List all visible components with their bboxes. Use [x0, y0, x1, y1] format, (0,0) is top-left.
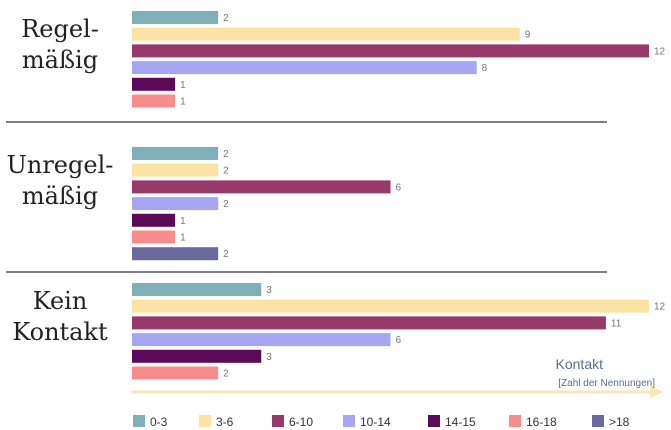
legend-label: >18	[609, 415, 630, 429]
bar-value-label: 2	[223, 199, 229, 210]
bar-group: Kein Kontakt 3 12 11 6 3 2	[12, 283, 666, 380]
bar	[132, 349, 262, 363]
bar-value-label: 11	[611, 318, 622, 329]
bar	[132, 247, 219, 261]
bar	[132, 180, 391, 194]
group-label-line: Unregel-	[7, 151, 114, 179]
legend-label: 3-6	[216, 415, 234, 429]
legend-swatch	[343, 415, 355, 427]
bar-value-label: 2	[223, 166, 229, 177]
bar-value-label: 3	[266, 285, 272, 296]
bar	[132, 316, 606, 330]
bar-value-label: 2	[223, 369, 229, 380]
legend: 0-3 3-6 6-10 10-14 14-15 16-18 >18	[133, 415, 630, 429]
bar-value-label: 2	[223, 13, 229, 24]
bar	[132, 299, 649, 313]
legend-item: >18	[592, 415, 630, 429]
bar-group: Unregel-mäßig 2 2 6 2 1 1 2	[7, 147, 402, 261]
legend-swatch	[509, 415, 521, 427]
bar	[132, 27, 520, 41]
bar-value-label: 1	[180, 80, 186, 91]
bar	[132, 44, 649, 58]
bar-value-label: 9	[525, 30, 531, 41]
bar-value-label: 1	[180, 233, 186, 244]
bar-group: Regel-mäßig 2 9 12 8 1 1	[21, 11, 666, 108]
group-label-line: mäßig	[22, 46, 98, 74]
bar	[132, 94, 176, 108]
bar	[132, 147, 219, 160]
bar	[132, 11, 219, 24]
legend-swatch	[428, 415, 440, 427]
group-separators	[6, 121, 607, 273]
legend-item: 6-10	[272, 415, 313, 429]
legend-label: 10-14	[360, 415, 391, 429]
legend-label: 14-15	[445, 415, 476, 429]
bar-value-label: 1	[180, 97, 186, 108]
bar-value-label: 12	[654, 302, 666, 313]
axis-title: Kontakt	[556, 356, 604, 372]
legend-label: 6-10	[289, 415, 313, 429]
bar	[132, 61, 477, 75]
group-label-line: mäßig	[22, 182, 98, 210]
legend-swatch	[592, 415, 604, 427]
chart-groups: Regel-mäßig2912811Unregel-mäßig2262112Ke…	[7, 11, 666, 380]
bar-value-label: 1	[180, 216, 186, 227]
bar-value-label: 2	[223, 149, 229, 160]
axis-arrow	[132, 386, 664, 398]
legend-swatch	[133, 415, 145, 427]
legend-label: 16-18	[526, 415, 557, 429]
bar-value-label: 6	[396, 182, 402, 193]
legend-item: 0-3	[133, 415, 168, 429]
bar	[132, 366, 219, 380]
bar	[132, 77, 176, 91]
bar-value-label: 12	[654, 46, 666, 57]
legend-item: 16-18	[509, 415, 557, 429]
bar	[132, 230, 176, 244]
bar-value-label: 6	[396, 335, 402, 346]
legend-item: 14-15	[428, 415, 476, 429]
bar	[132, 213, 176, 227]
bar	[132, 163, 219, 177]
legend-item: 10-14	[343, 415, 391, 429]
axis-subtitle: [Zahl der Nennungen]	[558, 378, 655, 389]
bar-value-label: 2	[223, 249, 229, 260]
bar	[132, 197, 219, 211]
bar-value-label: 8	[482, 63, 488, 74]
legend-swatch	[272, 415, 284, 427]
bar-value-label: 3	[266, 352, 272, 363]
group-label-line: Regel-	[21, 15, 99, 43]
legend-item: 3-6	[199, 415, 234, 429]
bar	[132, 283, 262, 296]
legend-label: 0-3	[150, 415, 168, 429]
group-label-line: Kein	[33, 287, 88, 315]
group-label-line: Kontakt	[12, 318, 108, 346]
legend-swatch	[199, 415, 211, 427]
bar	[132, 333, 391, 347]
